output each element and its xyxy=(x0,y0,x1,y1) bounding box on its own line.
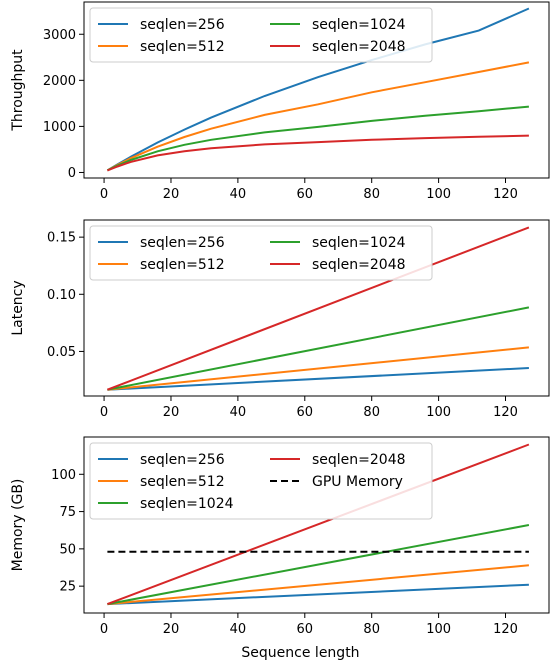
y-tick-label: 2000 xyxy=(43,74,76,89)
legend-entry: seqlen=256 xyxy=(140,17,225,33)
x-tick-label: 80 xyxy=(363,622,380,637)
series-line-seqlen-2048 xyxy=(107,226,530,391)
legend xyxy=(89,442,433,520)
y-tick-label: 0.05 xyxy=(47,345,76,360)
y-tick-label: 1000 xyxy=(43,120,76,135)
x-axis-label: Sequence length xyxy=(241,645,359,661)
y-tick-label: 75 xyxy=(59,505,76,520)
x-tick-label: 40 xyxy=(230,405,247,420)
x-tick-label: 120 xyxy=(493,187,518,202)
series-line-seqlen-512 xyxy=(107,346,529,391)
plot-frame xyxy=(83,1,550,179)
legend-entry: seqlen=512 xyxy=(140,474,225,490)
x-tick-label: 60 xyxy=(297,187,314,202)
x-tick-label: 120 xyxy=(493,622,518,637)
legend-entry: seqlen=1024 xyxy=(312,17,406,33)
y-tick-label: 3000 xyxy=(43,28,76,43)
y-axis-label: Memory (GB) xyxy=(10,479,26,572)
y-tick-label: 0 xyxy=(68,166,76,181)
x-tick-label: 20 xyxy=(163,405,180,420)
x-tick-label: 60 xyxy=(297,405,314,420)
legend-entry: seqlen=1024 xyxy=(140,496,234,512)
plot-frame xyxy=(83,219,550,397)
legend-entry: seqlen=1024 xyxy=(312,235,406,251)
y-tick-label: 25 xyxy=(59,580,76,595)
legend-entry: seqlen=2048 xyxy=(312,39,406,55)
x-tick-label: 120 xyxy=(493,405,518,420)
x-tick-label: 100 xyxy=(426,622,451,637)
y-tick-label: 50 xyxy=(59,542,76,557)
plot-frame xyxy=(83,436,550,614)
x-tick-label: 40 xyxy=(230,622,247,637)
legend-entry: seqlen=2048 xyxy=(312,452,406,468)
x-tick-label: 20 xyxy=(163,187,180,202)
series-line-seqlen-256 xyxy=(107,367,529,391)
x-tick-label: 20 xyxy=(163,622,180,637)
x-tick-label: 60 xyxy=(297,622,314,637)
x-tick-label: 80 xyxy=(363,405,380,420)
y-axis-label: Latency xyxy=(10,280,26,335)
legend-entry: seqlen=2048 xyxy=(312,257,406,273)
y-tick-label: 100 xyxy=(51,468,76,483)
series-line-seqlen-256 xyxy=(107,583,529,606)
x-tick-label: 80 xyxy=(363,187,380,202)
series-line-seqlen-512 xyxy=(106,61,530,172)
x-tick-label: 100 xyxy=(426,405,451,420)
series-line-seqlen-256 xyxy=(106,7,530,172)
legend-entry: seqlen=512 xyxy=(140,257,225,273)
legend xyxy=(89,225,433,281)
x-tick-label: 0 xyxy=(100,187,108,202)
x-tick-label: 0 xyxy=(100,405,108,420)
legend-entry: seqlen=256 xyxy=(140,452,225,468)
legend-entry: seqlen=512 xyxy=(140,39,225,55)
legend-entry: seqlen=256 xyxy=(140,235,225,251)
x-tick-label: 40 xyxy=(230,187,247,202)
x-tick-label: 100 xyxy=(426,187,451,202)
series-line-seqlen-2048 xyxy=(107,443,530,606)
legend-entry: GPU Memory xyxy=(312,474,403,490)
legend xyxy=(89,7,433,63)
series-line-seqlen-2048 xyxy=(107,134,529,172)
series-line-seqlen-1024 xyxy=(107,306,530,391)
y-tick-label: 0.15 xyxy=(47,231,76,246)
chart-panel-3: 0 20 40 60 80 100 120 25 50 75 100 Memory (GB) Seque… xyxy=(10,436,550,661)
x-tick-label: 0 xyxy=(100,622,108,637)
series-line-seqlen-1024 xyxy=(106,105,529,172)
chart-panel-1: 0 20 40 60 80 100 120 0 1000 2000 3000 Throughput se… xyxy=(10,1,550,202)
chart-panel-2: 0 20 40 60 80 100 120 0.05 0.10 0.15 Latency seqlen… xyxy=(10,219,550,420)
y-axis-label: Throughput xyxy=(10,49,26,132)
y-tick-label: 0.10 xyxy=(47,288,76,303)
series-line-seqlen-1024 xyxy=(107,524,530,606)
series-line-seqlen-512 xyxy=(107,564,529,606)
